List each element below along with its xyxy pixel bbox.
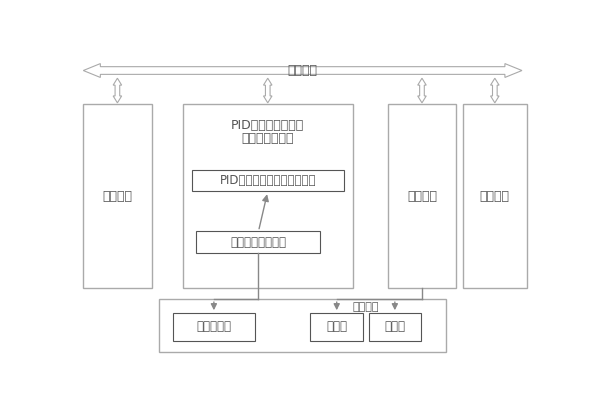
Bar <box>83 104 152 288</box>
Polygon shape <box>263 78 272 103</box>
Text: 输出模块: 输出模块 <box>407 190 437 202</box>
Polygon shape <box>113 78 122 103</box>
Text: 自整定扩展模块: 自整定扩展模块 <box>242 132 294 145</box>
Bar <box>310 313 363 341</box>
Text: 被控对象: 被控对象 <box>352 302 379 312</box>
Bar <box>182 104 353 288</box>
Text: 温度传感器: 温度传感器 <box>197 320 231 333</box>
Bar <box>368 313 421 341</box>
Bar <box>197 231 320 253</box>
Text: 主控制器: 主控制器 <box>102 190 133 202</box>
Polygon shape <box>83 64 522 78</box>
Text: PID控制及其参数自整定单元: PID控制及其参数自整定单元 <box>220 174 316 187</box>
Bar <box>463 104 527 288</box>
Polygon shape <box>491 78 499 103</box>
Bar <box>159 299 446 352</box>
Text: PID控制器及其参数: PID控制器及其参数 <box>231 120 304 133</box>
Bar <box>173 313 255 341</box>
Text: 其他模块: 其他模块 <box>480 190 510 202</box>
Text: 加热器: 加热器 <box>326 320 348 333</box>
Bar <box>388 104 456 288</box>
Text: 扩展总线: 扩展总线 <box>288 64 318 77</box>
Polygon shape <box>418 78 426 103</box>
Text: 制冷器: 制冷器 <box>384 320 406 333</box>
Text: 温度信号采集单元: 温度信号采集单元 <box>230 236 287 249</box>
Bar <box>192 170 344 191</box>
